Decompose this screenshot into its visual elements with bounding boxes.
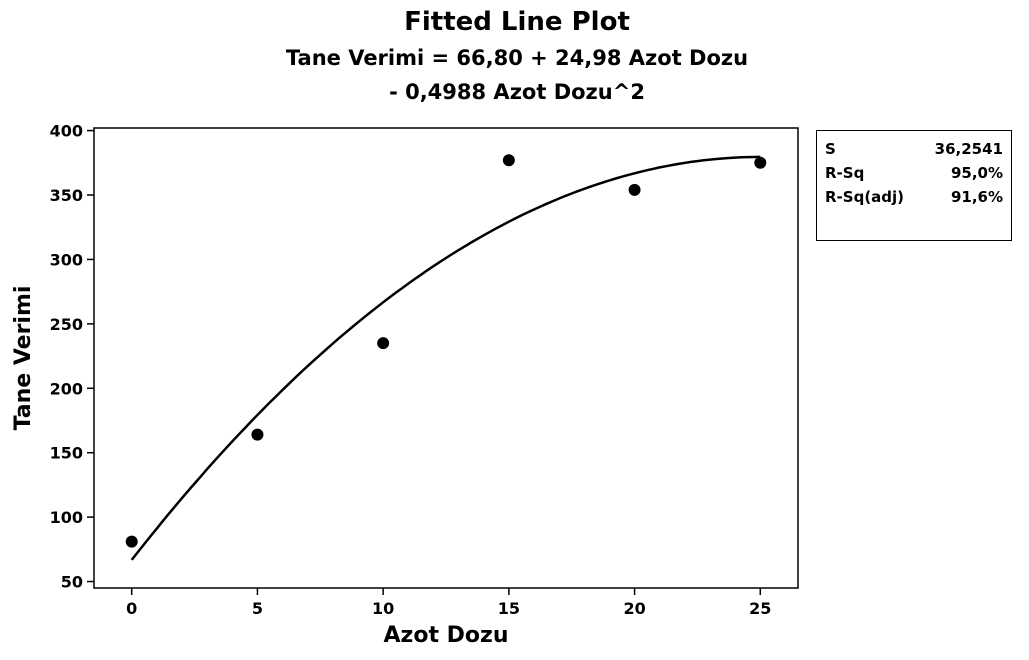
x-tick-label: 15 (498, 599, 520, 618)
y-tick-label: 150 (50, 444, 83, 463)
y-tick-label: 250 (50, 315, 83, 334)
y-tick-label: 200 (50, 379, 83, 398)
x-axis-title: Azot Dozu (384, 623, 509, 648)
stat-row-r-sq: R-Sq 95,0% (825, 161, 1003, 185)
stat-label-s: S (825, 140, 836, 158)
data-points (125, 154, 767, 548)
data-point (628, 183, 641, 196)
stat-row-s: S 36,2541 (825, 137, 1003, 161)
y-axis-title: Tane Verimi (11, 286, 36, 431)
y-tick-label: 300 (50, 250, 83, 269)
fit-line-layer (130, 155, 761, 561)
x-tick-label: 0 (126, 599, 137, 618)
chart-title: Fitted Line Plot (404, 7, 630, 37)
y-tick-label: 50 (61, 573, 83, 592)
y-tick-label: 350 (50, 186, 83, 205)
x-tick-label: 20 (623, 599, 645, 618)
y-tick-label: 100 (50, 508, 83, 527)
data-point (502, 154, 515, 167)
stat-value-r-sq: 95,0% (950, 164, 1003, 182)
data-point (754, 156, 767, 169)
fitted-regression-line (130, 155, 761, 561)
stat-row-r-sq-adj: R-Sq(adj) 91,6% (825, 185, 1003, 209)
chart-subtitle-line-2: - 0,4988 Azot Dozu^2 (389, 80, 645, 104)
plot-frame (93, 127, 799, 589)
stat-label-r-sq: R-Sq (825, 164, 865, 182)
y-axis-ticks: 50 100 150 200 250 300 350 400 (50, 122, 94, 592)
chart-subtitle-line-1: Tane Verimi = 66,80 + 24,98 Azot Dozu (286, 46, 748, 70)
model-summary-box: S 36,2541 R-Sq 95,0% R-Sq(adj) 91,6% (816, 130, 1012, 241)
data-point (251, 428, 264, 441)
x-tick-label: 5 (252, 599, 263, 618)
data-point (377, 337, 390, 350)
x-tick-label: 10 (372, 599, 394, 618)
stat-value-s: 36,2541 (934, 140, 1003, 158)
y-tick-label: 400 (50, 122, 83, 141)
stat-label-r-sq-adj: R-Sq(adj) (825, 188, 905, 206)
x-axis-ticks: 0 5 10 15 20 25 (126, 588, 771, 618)
data-point (125, 535, 138, 548)
stat-value-r-sq-adj: 91,6% (950, 188, 1003, 206)
x-tick-label: 25 (749, 599, 771, 618)
